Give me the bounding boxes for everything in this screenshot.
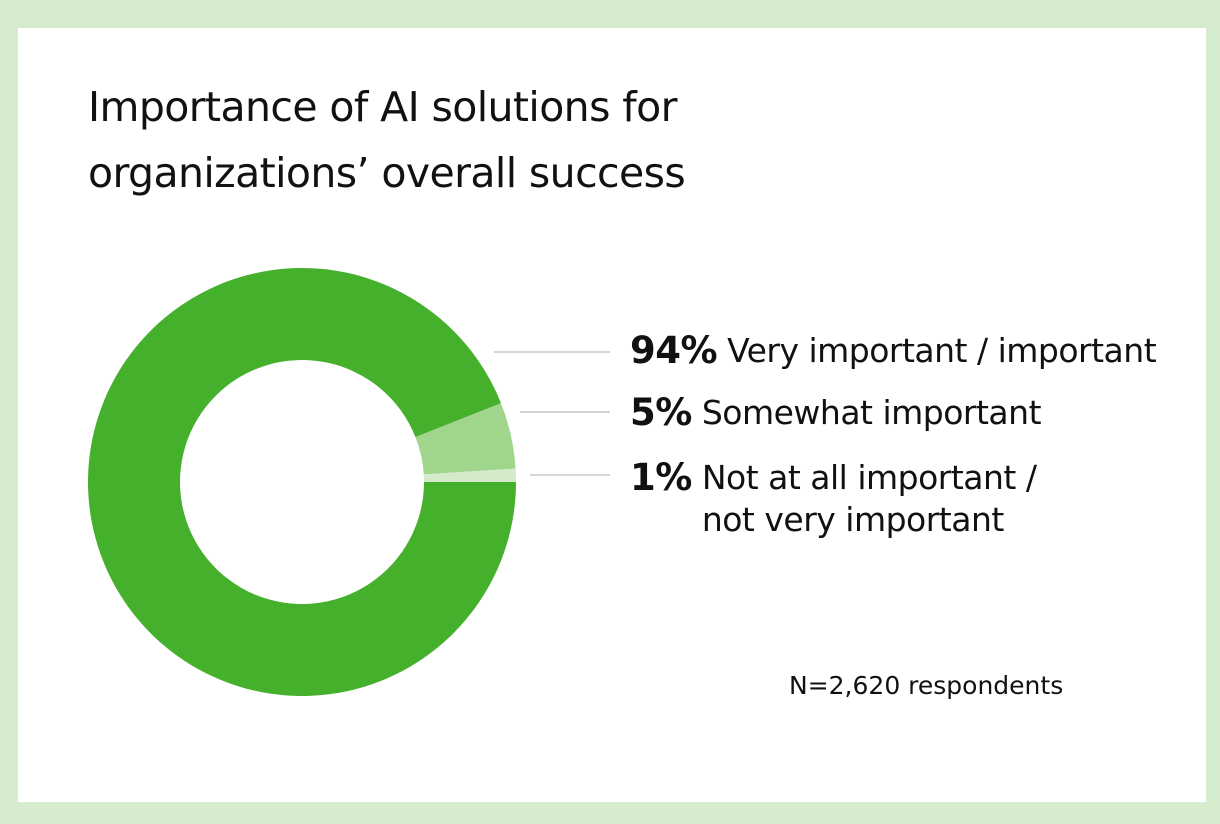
respondents-note: N=2,620 respondents	[789, 671, 1064, 700]
legend-label-not-important: Not at all important / not very importan…	[701, 458, 1037, 539]
donut-slice-very-important	[87, 267, 517, 696]
legend-label-somewhat-important: Somewhat important	[701, 393, 1042, 432]
legend-label-very-important: Very important / important	[727, 331, 1157, 370]
legend-item-somewhat-important: 5% Somewhat important	[630, 391, 1042, 435]
donut-slice-somewhat-important	[415, 403, 516, 475]
legend-pct-somewhat-important: 5%	[630, 391, 692, 434]
donut-slice-not-important	[423, 468, 516, 482]
legend-pct-not-important: 1%	[630, 456, 692, 499]
chart-title: Importance of AI solutions for organizat…	[88, 83, 686, 197]
legend-item-very-important: 94% Very important / important	[630, 329, 1157, 373]
chart-card: Importance of AI solutions for organizat…	[18, 28, 1206, 802]
legend-pct-very-important: 94%	[630, 329, 718, 372]
legend-item-not-important: 1% Not at all important / not very import…	[630, 456, 1037, 541]
donut-chart	[87, 267, 610, 696]
